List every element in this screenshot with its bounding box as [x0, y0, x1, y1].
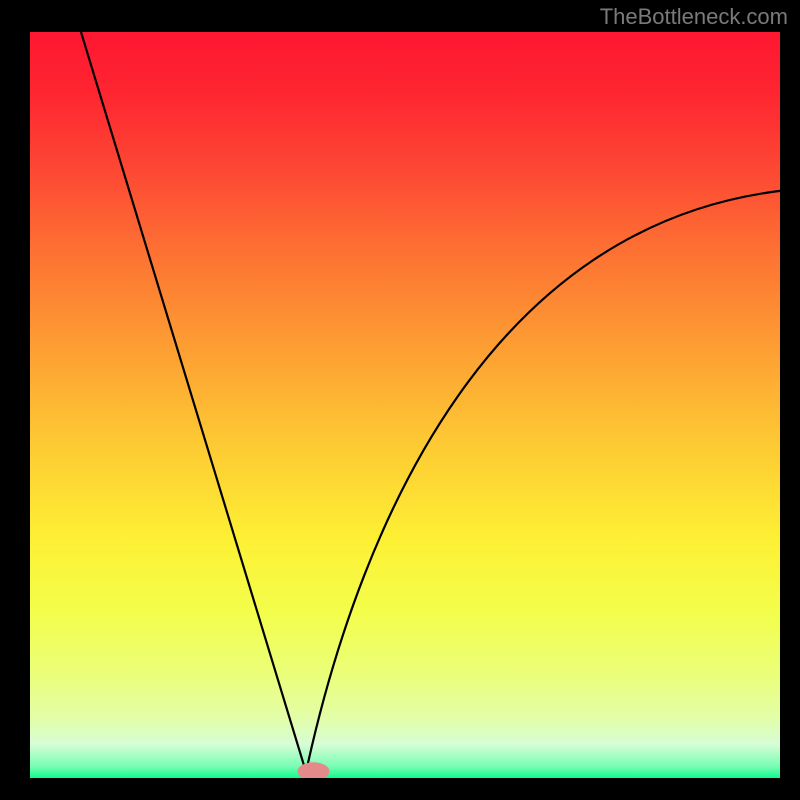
- watermark-text: TheBottleneck.com: [600, 4, 788, 30]
- plot-area: [30, 32, 780, 778]
- chart-background: [30, 32, 780, 778]
- chart-svg: [30, 32, 780, 778]
- chart-container: TheBottleneck.com: [0, 0, 800, 800]
